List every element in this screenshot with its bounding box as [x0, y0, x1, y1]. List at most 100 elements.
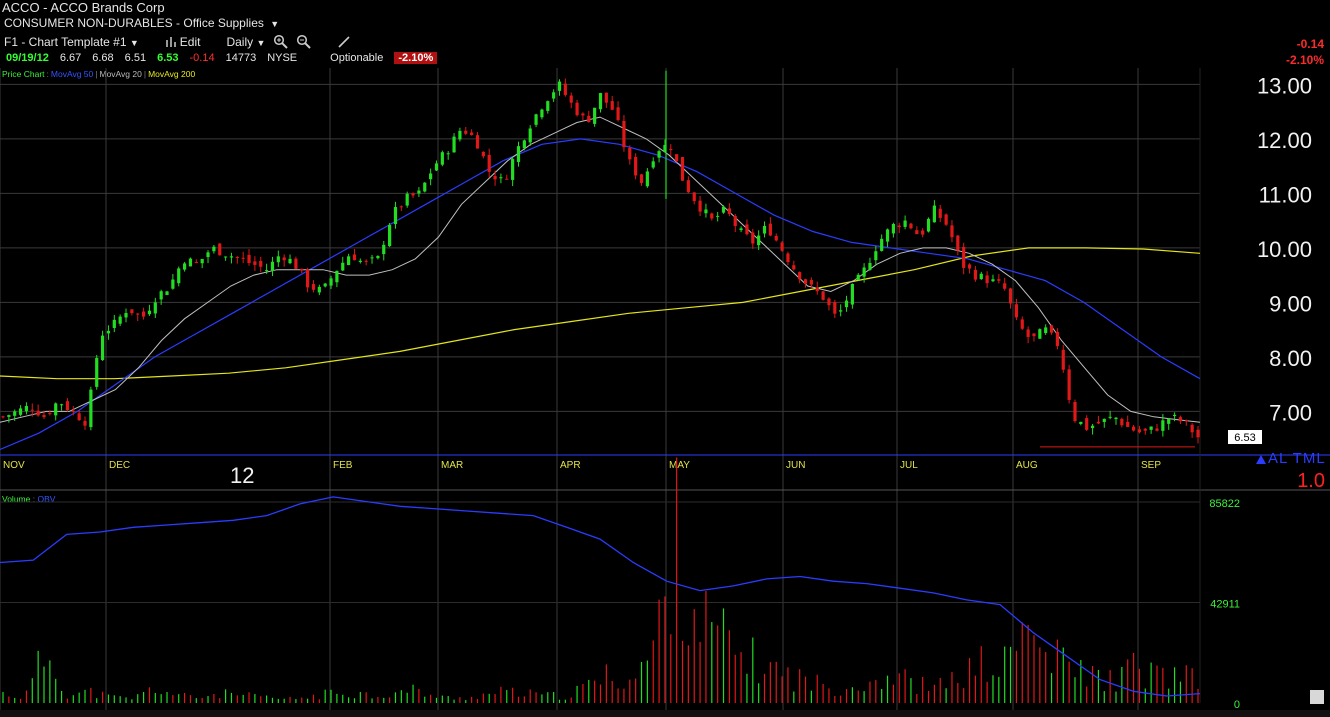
candle	[844, 295, 849, 312]
candle	[710, 212, 714, 221]
candle	[229, 252, 234, 264]
candle-body	[967, 264, 972, 269]
candle	[950, 220, 954, 243]
draw-line-icon[interactable]	[337, 35, 351, 49]
legend-separator: :	[46, 69, 49, 79]
scale-label: 1.0	[1297, 470, 1325, 492]
candle-body	[792, 265, 796, 270]
candle	[663, 139, 667, 153]
candle-body	[862, 267, 866, 277]
candle-body	[364, 260, 368, 262]
candle-body	[733, 216, 737, 226]
candle-body	[317, 286, 321, 293]
candle	[628, 145, 632, 165]
edit-button[interactable]: Edit	[165, 35, 200, 49]
candle	[827, 297, 831, 311]
candle-body	[59, 404, 64, 406]
candle-body	[65, 401, 70, 411]
candle	[991, 274, 995, 283]
candle-body	[417, 190, 421, 194]
candle	[721, 205, 726, 214]
candle-body	[470, 132, 474, 136]
candle	[276, 250, 280, 267]
legend-ma50: MovAvg 50	[50, 69, 94, 79]
candle	[18, 405, 23, 417]
candle	[1032, 333, 1036, 342]
candle-body	[188, 258, 193, 267]
template-selector[interactable]: F1 - Chart Template #1 ▼	[4, 35, 139, 49]
candle	[587, 110, 591, 123]
candle-body	[569, 95, 573, 103]
legend-separator: |	[143, 69, 147, 79]
candle-body	[739, 228, 743, 231]
candle-body	[1190, 424, 1194, 433]
candle-body	[985, 275, 989, 284]
candle-body	[1096, 421, 1101, 424]
candle	[569, 92, 573, 109]
price-axis-label: 10.00	[1257, 237, 1312, 262]
candle-body	[452, 136, 456, 153]
candle-body	[376, 255, 380, 259]
candle	[762, 221, 767, 238]
candle-body	[868, 262, 872, 270]
legend-ma200: MovAvg 200	[148, 69, 196, 79]
candle	[247, 249, 251, 266]
candle-body	[827, 298, 831, 306]
candle-body	[1090, 425, 1095, 429]
candle-body	[522, 140, 526, 149]
candle	[1090, 423, 1095, 435]
zoom-in-icon[interactable]	[273, 34, 289, 49]
period-selector[interactable]: Daily ▼	[226, 35, 265, 49]
candle	[686, 176, 690, 193]
candle	[42, 410, 46, 419]
candle-body	[147, 310, 152, 315]
candle	[106, 325, 111, 340]
candle	[821, 290, 825, 301]
candle-body	[727, 208, 731, 214]
candle-body	[880, 238, 884, 251]
zoom-out-icon[interactable]	[296, 34, 312, 49]
candle-body	[575, 102, 579, 116]
scroll-corner	[1310, 690, 1324, 704]
candle-body	[557, 81, 562, 91]
candle	[862, 263, 866, 283]
candle-body	[130, 309, 134, 314]
candle	[440, 150, 444, 167]
candle-body	[1026, 329, 1030, 337]
candle	[745, 219, 749, 236]
candle	[364, 259, 368, 266]
candle-body	[1102, 418, 1106, 422]
candle	[182, 261, 187, 272]
candle	[399, 205, 403, 212]
candle-body	[306, 269, 310, 288]
candle	[645, 168, 649, 188]
candle	[616, 101, 620, 122]
candle	[1085, 415, 1089, 432]
last-price-tag: 6.53	[1234, 432, 1255, 444]
candle-body	[1196, 429, 1200, 438]
candle-body	[24, 405, 29, 412]
candle	[944, 213, 948, 226]
candle-body	[680, 157, 685, 181]
candle-body	[552, 92, 556, 99]
candle	[259, 256, 263, 273]
candle-body	[446, 153, 450, 155]
candle	[1167, 418, 1171, 430]
candle	[757, 230, 761, 251]
candle-body	[1014, 304, 1019, 318]
candle	[130, 309, 134, 316]
candle	[880, 234, 884, 252]
chevron-down-icon[interactable]: ▼	[270, 19, 280, 29]
candle-body	[200, 258, 204, 264]
candle-body	[1114, 417, 1118, 420]
candle	[1073, 399, 1077, 423]
candle-body	[610, 101, 614, 110]
candle-body	[1032, 333, 1036, 337]
candle-body	[393, 207, 398, 225]
candle-body	[270, 261, 275, 271]
candle	[803, 278, 808, 288]
candle-body	[622, 120, 626, 148]
candle-body	[54, 403, 58, 416]
year-label: 12	[230, 463, 254, 488]
